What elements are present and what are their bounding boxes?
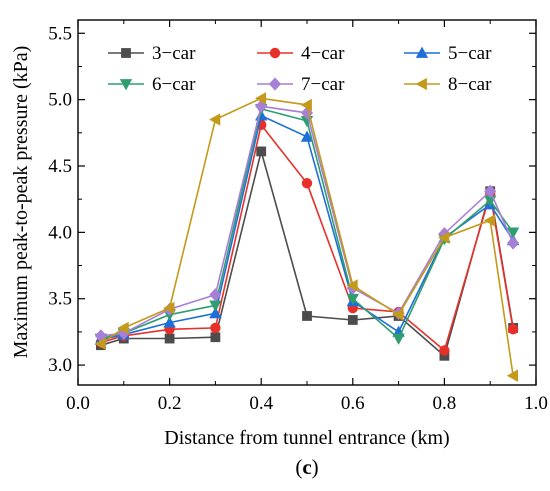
data-point — [392, 333, 405, 345]
y-tick-label: 5.0 — [48, 90, 72, 111]
data-point — [438, 231, 450, 244]
x-axis: 0.0 0.2 0.4 0.6 0.8 1.0 — [66, 20, 548, 414]
data-point — [392, 308, 404, 321]
x-tick-label: 1.0 — [524, 393, 548, 414]
data-point — [117, 321, 129, 335]
legend-item: 5−car — [404, 43, 492, 64]
data-point — [439, 345, 450, 356]
x-tick-label: 0.0 — [66, 393, 90, 414]
data-point — [346, 279, 358, 292]
legend-label: 7−car — [301, 74, 345, 95]
y-tick-label: 3.5 — [48, 289, 72, 310]
data-point — [210, 332, 221, 343]
data-point — [163, 301, 175, 315]
data-point — [301, 178, 313, 189]
legend-marker — [415, 46, 429, 58]
series-line — [100, 107, 514, 340]
panel-label-letter: c — [302, 455, 311, 479]
data-point — [254, 92, 267, 105]
y-axis-label: Maximum peak-to-peak pressure (kPa) — [10, 46, 32, 359]
data-point — [484, 184, 497, 198]
x-tick-label: 0.8 — [433, 393, 457, 414]
data-point — [507, 324, 519, 335]
x-tick-label: 0.4 — [249, 393, 273, 414]
legend-item: 4−car — [257, 43, 345, 64]
legend-label: 3−car — [152, 43, 196, 64]
data-point — [94, 337, 106, 351]
data-point — [163, 316, 176, 328]
y-tick-label: 3.0 — [48, 355, 72, 376]
data-point — [300, 98, 312, 112]
legend-marker — [415, 77, 427, 91]
legend-label: 4−car — [301, 43, 345, 64]
y-tick-label: 5.5 — [48, 23, 72, 44]
data-point — [506, 227, 520, 239]
series-layer — [94, 92, 520, 382]
legend-marker — [269, 47, 281, 59]
legend-item: 7−car — [257, 74, 345, 95]
x-tick-label: 0.6 — [341, 393, 365, 414]
data-point — [302, 311, 312, 321]
legend-item: 8−car — [404, 74, 492, 95]
data-point — [209, 306, 222, 319]
legend-label: 8−car — [448, 74, 492, 95]
legend: 3−car 4−car 5−car 6−car 7−car 8−car — [108, 43, 492, 95]
y-tick-label: 4.0 — [48, 222, 72, 243]
x-axis-label: Distance from tunnel entrance (km) — [164, 427, 449, 449]
series-8-car — [94, 92, 518, 382]
data-point — [256, 146, 267, 157]
legend-marker — [121, 48, 131, 58]
y-axis: 3.0 3.5 4.0 4.5 5.0 5.5 — [48, 23, 536, 376]
data-point — [506, 369, 518, 382]
data-point — [210, 322, 221, 334]
data-point — [209, 288, 222, 302]
legend-label: 6−car — [152, 74, 196, 95]
data-point — [507, 236, 520, 250]
data-point — [347, 315, 358, 325]
legend-item: 3−car — [108, 43, 196, 64]
legend-label: 5−car — [448, 43, 492, 64]
data-point — [209, 113, 221, 126]
legend-marker — [268, 77, 282, 91]
y-tick-label: 4.5 — [48, 156, 72, 177]
series-5-car — [94, 109, 520, 345]
legend-marker — [119, 79, 133, 91]
data-point — [164, 333, 175, 344]
panel-label: (c) — [295, 455, 318, 479]
legend-item: 6−car — [108, 74, 196, 95]
data-point — [483, 214, 496, 227]
data-point — [300, 130, 314, 142]
x-tick-label: 0.2 — [158, 393, 182, 414]
